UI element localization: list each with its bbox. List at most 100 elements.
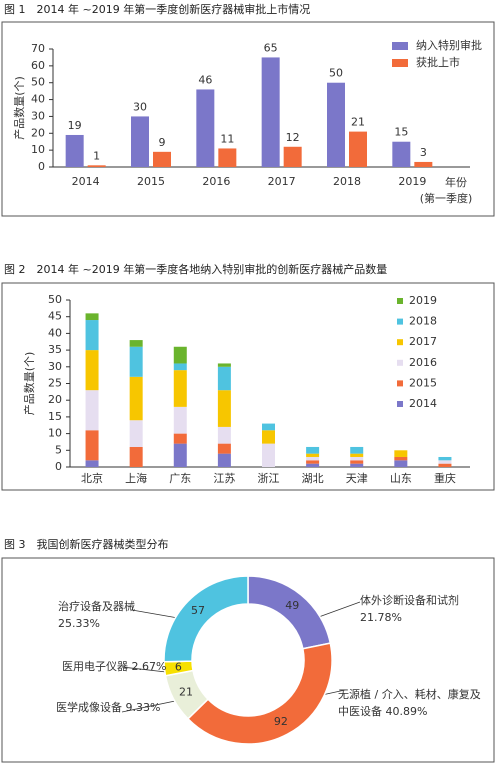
bar-segment	[85, 320, 99, 351]
figure-frame	[1, 282, 495, 491]
y-axis-label: 产品数量(个)	[12, 76, 26, 140]
bar-value-label: 30	[133, 100, 147, 113]
bar-segment	[129, 346, 143, 377]
bar-segment	[350, 460, 364, 464]
legend-swatch	[397, 339, 403, 346]
bar	[87, 165, 106, 167]
bar-value-label: 21	[351, 116, 365, 129]
slice-percent: 2.67%	[131, 660, 167, 673]
x-tick-label: 湖北	[302, 472, 324, 485]
figure-frame	[1, 557, 495, 763]
legend-swatch	[392, 59, 408, 67]
legend-label: 纳入特别审批	[416, 38, 482, 52]
x-tick-label: 2015	[137, 175, 165, 188]
bar-segment	[217, 453, 231, 467]
leader-line	[131, 609, 179, 619]
bar-segment	[262, 443, 275, 467]
slice-value-label: 21	[179, 685, 193, 698]
bar-value-label: 3	[420, 146, 427, 159]
legend-swatch	[397, 359, 403, 366]
figure-caption: 图 3 我国创新医疗器械类型分布	[4, 537, 169, 551]
slice-name: 治疗设备及器械	[58, 600, 135, 613]
bar-segment	[438, 463, 452, 467]
bar-segment	[306, 453, 320, 457]
bar	[131, 116, 149, 167]
legend-label: 2018	[409, 315, 437, 328]
slice-value-label: 57	[191, 604, 205, 617]
bar-segment	[394, 460, 408, 467]
bar-segment	[306, 456, 320, 461]
donut-slice	[163, 575, 249, 663]
legend-label: 2019	[409, 294, 437, 307]
y-tick-label: 35	[48, 343, 62, 356]
bar-value-label: 12	[286, 131, 300, 144]
bar-segment	[217, 363, 231, 367]
figure-caption: 图 2 2014 年 ~2019 年第一季度各地纳入特别审批的创新医疗器械产品数…	[4, 262, 387, 276]
leader-line	[121, 666, 167, 673]
slice-label: 医学成像设备 9.33%	[56, 699, 166, 716]
x-tick-label: 天津	[346, 472, 368, 485]
slice-value-label: 6	[175, 660, 182, 673]
bar-value-label: 46	[198, 73, 212, 86]
slice-value-label: 49	[285, 599, 299, 612]
bar-segment	[129, 376, 143, 421]
x-tick-label: 浙江	[258, 472, 280, 485]
legend-swatch	[397, 380, 403, 387]
bar-segment	[350, 453, 364, 457]
bar-value-label: 1	[93, 149, 100, 162]
bar	[196, 89, 215, 167]
leader-line	[121, 699, 181, 713]
bar-value-label: 50	[329, 67, 343, 80]
legend-label: 2016	[409, 356, 437, 369]
slice-name: 医学成像设备	[56, 701, 122, 714]
bar	[65, 134, 84, 167]
bar-segment	[350, 446, 364, 454]
figure-frame	[1, 21, 495, 217]
legend-swatch	[397, 298, 403, 304]
slice-name: 体外诊断设备和试剂	[360, 594, 459, 607]
bar-segment	[85, 350, 99, 391]
bar-value-label: 15	[394, 126, 408, 139]
bar	[392, 141, 411, 167]
legend-swatch	[397, 401, 403, 407]
bar-segment	[173, 346, 187, 364]
x-tick-label: 2014	[72, 175, 100, 188]
slice-label: 治疗设备及器械 25.33%	[58, 598, 168, 632]
slice-label: 医用电子仪器 2.67%	[62, 658, 172, 675]
bar-segment	[217, 443, 231, 454]
bar-segment	[129, 340, 143, 347]
y-tick-label: 20	[31, 126, 45, 139]
bar	[218, 148, 237, 167]
bar-segment	[438, 456, 452, 461]
bar-segment	[85, 460, 99, 467]
x-tick-label: 2017	[268, 175, 296, 188]
x-tick-label: 重庆	[434, 471, 456, 485]
x-tick-label: 上海	[125, 471, 147, 485]
slice-label: 无源植 / 介入、耗材、康复及中医设备 40.89%	[338, 686, 488, 720]
y-tick-label: 70	[31, 42, 45, 55]
y-tick-label: 40	[48, 326, 62, 339]
slice-label: 体外诊断设备和试剂 21.78%	[360, 592, 475, 626]
bar-segment	[262, 430, 275, 444]
y-tick-label: 5	[55, 443, 62, 456]
legend-label: 2015	[409, 376, 437, 389]
y-tick-label: 60	[31, 59, 45, 72]
legend-label: 获批上市	[416, 55, 460, 69]
bar-segment	[262, 423, 275, 431]
bar-value-label: 65	[264, 41, 278, 54]
bar	[327, 82, 345, 167]
y-tick-label: 50	[48, 293, 62, 306]
bar-segment	[85, 313, 99, 321]
bar	[153, 151, 171, 167]
donut-slice	[186, 642, 333, 745]
bar-value-label: 19	[68, 119, 82, 132]
slice-percent: 9.33%	[125, 701, 161, 714]
bar-segment	[129, 446, 143, 467]
bar	[261, 57, 280, 167]
y-tick-label: 0	[55, 460, 62, 473]
legend-swatch	[397, 318, 403, 325]
y-tick-label: 25	[48, 377, 62, 390]
bar-value-label: 9	[159, 136, 166, 149]
bar	[349, 131, 367, 167]
